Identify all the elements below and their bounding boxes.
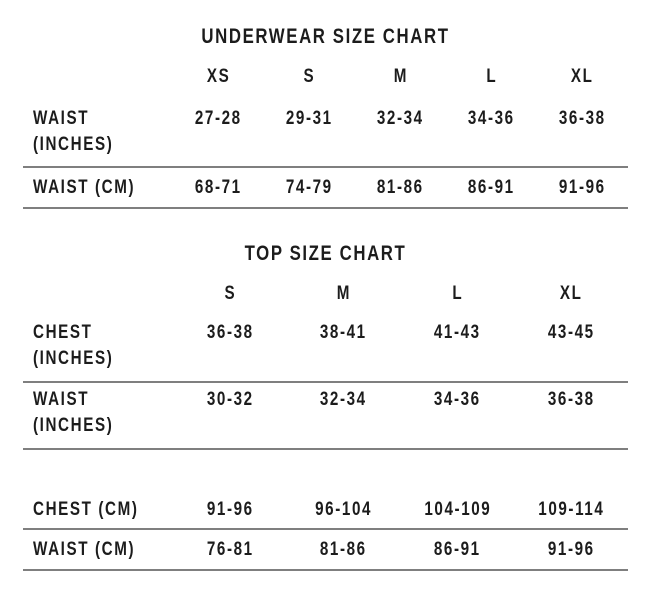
size-cell: 36-38 xyxy=(537,101,628,168)
header-empty-cell xyxy=(23,264,173,318)
size-cell: 36-38 xyxy=(514,382,628,450)
row-label: WAIST (INCHES) xyxy=(23,101,173,168)
size-cell: 104-109 xyxy=(400,491,515,530)
size-cell: 81-86 xyxy=(355,167,446,209)
size-cell: 34-36 xyxy=(446,101,537,168)
table-row-chest-inches: CHEST (INCHES) 36-38 38-41 41-43 43-45 xyxy=(23,318,628,383)
size-cell: 91-96 xyxy=(514,529,628,571)
size-cell: 29-31 xyxy=(264,101,355,168)
size-cell: 109-114 xyxy=(514,491,628,530)
table-row-waist-inches: WAIST (INCHES) 27-28 29-31 32-34 34-36 3… xyxy=(23,101,628,168)
table-row-waist-inches: WAIST (INCHES) 30-32 32-34 34-36 36-38 xyxy=(23,382,628,450)
size-cell: 74-79 xyxy=(264,167,355,209)
row-label: WAIST (CM) xyxy=(23,529,173,571)
row-label: WAIST (CM) xyxy=(23,167,173,209)
column-header-l: L xyxy=(451,283,463,304)
column-header-s: S xyxy=(303,66,316,87)
top-size-table: S M L XL CHEST (INCHES) 36-38 38-41 41-4… xyxy=(23,264,628,571)
size-cell: 43-45 xyxy=(514,318,628,383)
column-header-l: L xyxy=(486,66,497,87)
size-cell: 81-86 xyxy=(286,529,401,571)
column-header-m: M xyxy=(393,66,408,87)
top-chart-title: TOP SIZE CHART xyxy=(244,242,407,265)
size-cell: 27-28 xyxy=(173,101,264,168)
underwear-size-table: XS S M L XL WAIST (INCHES) 27-28 29-31 3… xyxy=(23,47,628,209)
column-header-m: M xyxy=(336,283,351,304)
table-row-waist-cm: WAIST (CM) 68-71 74-79 81-86 86-91 91-96 xyxy=(23,167,628,209)
size-cell: 91-96 xyxy=(537,167,628,209)
size-cell: 96-104 xyxy=(286,491,401,530)
column-header-s: S xyxy=(224,283,236,304)
size-cell: 36-38 xyxy=(173,318,287,383)
spacer-cell xyxy=(23,449,628,491)
underwear-chart-title: UNDERWEAR SIZE CHART xyxy=(201,25,450,48)
size-cell: 32-34 xyxy=(355,101,446,168)
size-cell: 86-91 xyxy=(400,529,515,571)
column-header-xl: XL xyxy=(571,66,594,87)
size-cell: 30-32 xyxy=(173,382,287,450)
table-header-row: S M L XL xyxy=(23,264,628,318)
size-cell: 86-91 xyxy=(446,167,537,209)
size-cell: 38-41 xyxy=(286,318,401,383)
column-header-xl: XL xyxy=(559,283,583,304)
header-empty-cell xyxy=(23,47,173,101)
size-cell: 68-71 xyxy=(173,167,264,209)
table-row-waist-cm: WAIST (CM) 76-81 81-86 86-91 91-96 xyxy=(23,529,628,571)
spacer-row xyxy=(23,449,628,491)
table-row-chest-cm: CHEST (CM) 91-96 96-104 104-109 109-114 xyxy=(23,491,628,530)
size-cell: 41-43 xyxy=(400,318,515,383)
size-cell: 76-81 xyxy=(173,529,287,571)
column-header-xs: XS xyxy=(206,66,231,87)
table-header-row: XS S M L XL xyxy=(23,47,628,101)
size-cell: 34-36 xyxy=(400,382,515,450)
row-label: CHEST (INCHES) xyxy=(23,318,173,383)
size-cell: 32-34 xyxy=(286,382,401,450)
row-label: WAIST (INCHES) xyxy=(23,382,173,450)
row-label: CHEST (CM) xyxy=(23,491,173,530)
size-cell: 91-96 xyxy=(173,491,287,530)
